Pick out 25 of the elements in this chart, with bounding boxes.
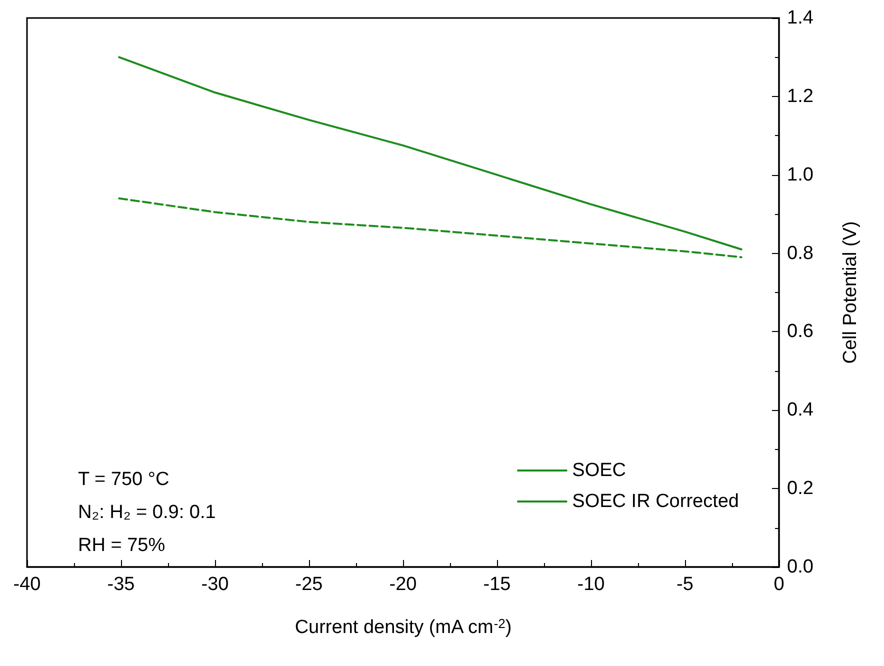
annotation: N₂: H₂ = 0.9: 0.1 — [78, 502, 216, 523]
x-tick-label: -15 — [483, 574, 511, 595]
x-tick-label: -5 — [676, 574, 694, 595]
y-tick-label: 1.4 — [787, 8, 814, 28]
x-tick-label: -40 — [13, 574, 41, 595]
x-tick-label: 0 — [774, 574, 784, 595]
y-tick-label: 1.0 — [787, 164, 814, 186]
annotation: T = 750 °C — [78, 469, 170, 490]
y-tick-label: 0.0 — [787, 556, 814, 578]
x-tick-label: -25 — [295, 574, 323, 595]
line-series — [118, 56, 742, 250]
x-tick-label: -35 — [107, 574, 135, 595]
x-tick-label: -10 — [577, 574, 605, 595]
x-tick-label: -20 — [389, 574, 417, 595]
line-series — [118, 197, 742, 258]
legend-label: SOEC IR Corrected — [572, 491, 740, 512]
y-tick-label: 0.8 — [787, 242, 814, 264]
y-tick-label: 0.6 — [787, 321, 814, 342]
y-tick-label: 1.2 — [787, 86, 814, 107]
y-tick-label: 0.4 — [787, 400, 814, 421]
y-axis-title: Cell Potential (V) — [840, 221, 861, 364]
y-tick-label: 0.2 — [787, 478, 814, 500]
annotation: RH = 75% — [78, 535, 166, 556]
x-tick-label: -30 — [201, 574, 229, 595]
legend-label: SOEC — [572, 460, 626, 481]
